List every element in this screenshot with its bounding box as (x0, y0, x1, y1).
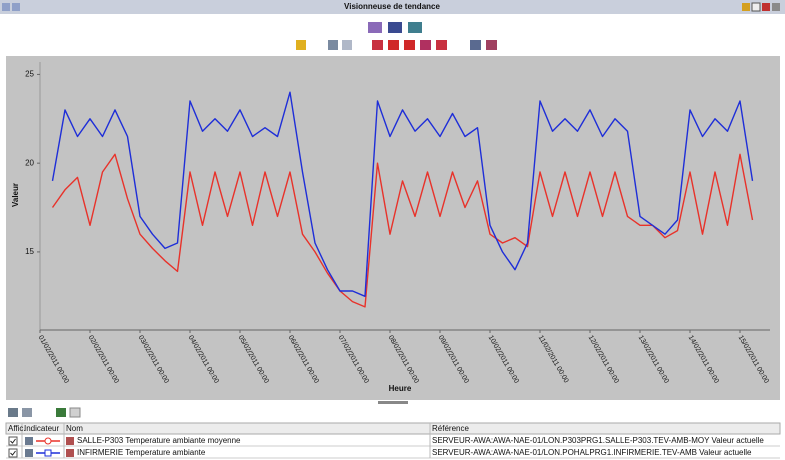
tool-button[interactable] (342, 40, 352, 50)
tool-button[interactable] (296, 40, 306, 50)
checkmark (10, 438, 16, 444)
visible-checkbox[interactable] (8, 448, 18, 458)
y-tick-label: 20 (25, 158, 34, 167)
title-bar (0, 0, 785, 14)
tool-button[interactable] (388, 22, 402, 33)
chart-area (6, 56, 780, 400)
reference: SERVEUR-AWA:AWA-NAE-01/LON.POHALPRG1.INF… (432, 448, 752, 457)
indicator-table (5, 422, 781, 459)
reference: SERVEUR-AWA:AWA-NAE-01/LON.P303PRG1.SALL… (432, 436, 764, 445)
x-axis-label: Heure (389, 384, 412, 393)
panel-button[interactable] (8, 408, 18, 417)
column-header: Référence (432, 424, 469, 433)
legend-marker (44, 449, 52, 457)
y-tick-label: 25 (25, 70, 34, 79)
panel-button[interactable] (22, 408, 32, 417)
series-line (51, 91, 754, 297)
tool-button[interactable] (404, 40, 415, 50)
tool-button[interactable] (470, 40, 481, 50)
window-icon[interactable] (2, 3, 10, 11)
table-header (5, 422, 781, 435)
pin-button[interactable] (742, 3, 750, 11)
y-axis-label: Valeur (11, 183, 20, 207)
indicator-icon (25, 437, 33, 445)
column-header: Nom (66, 424, 83, 433)
legend-name: INFIRMERIE Temperature ambiante (77, 448, 206, 457)
checkmark (10, 450, 16, 456)
close-button[interactable] (762, 3, 770, 11)
window-title: Visionneuse de tendance (344, 2, 440, 11)
column-header: Affic. (8, 424, 26, 433)
column-header: Indicateur (24, 424, 59, 433)
help-button[interactable] (772, 3, 780, 11)
series-line (51, 153, 754, 308)
maximize-button[interactable] (751, 2, 761, 12)
legend-name: SALLE-P303 Temperature ambiante moyenne (77, 436, 241, 445)
panel-button[interactable] (69, 407, 81, 418)
panel-button[interactable] (56, 408, 66, 417)
legend-marker (44, 437, 52, 445)
splitter[interactable] (378, 401, 408, 404)
indicator-icon (25, 449, 33, 457)
tool-button[interactable] (368, 22, 382, 33)
name-icon (66, 449, 74, 457)
name-icon (66, 437, 74, 445)
tool-button[interactable] (420, 40, 431, 50)
window-icon[interactable] (12, 3, 20, 11)
tool-button[interactable] (328, 40, 338, 50)
y-tick-label: 15 (25, 247, 34, 256)
tool-button[interactable] (372, 40, 383, 50)
visible-checkbox[interactable] (8, 436, 18, 446)
tool-button[interactable] (408, 22, 422, 33)
tool-button[interactable] (436, 40, 447, 50)
tool-button[interactable] (486, 40, 497, 50)
toolbar (296, 22, 497, 50)
tool-button[interactable] (388, 40, 399, 50)
